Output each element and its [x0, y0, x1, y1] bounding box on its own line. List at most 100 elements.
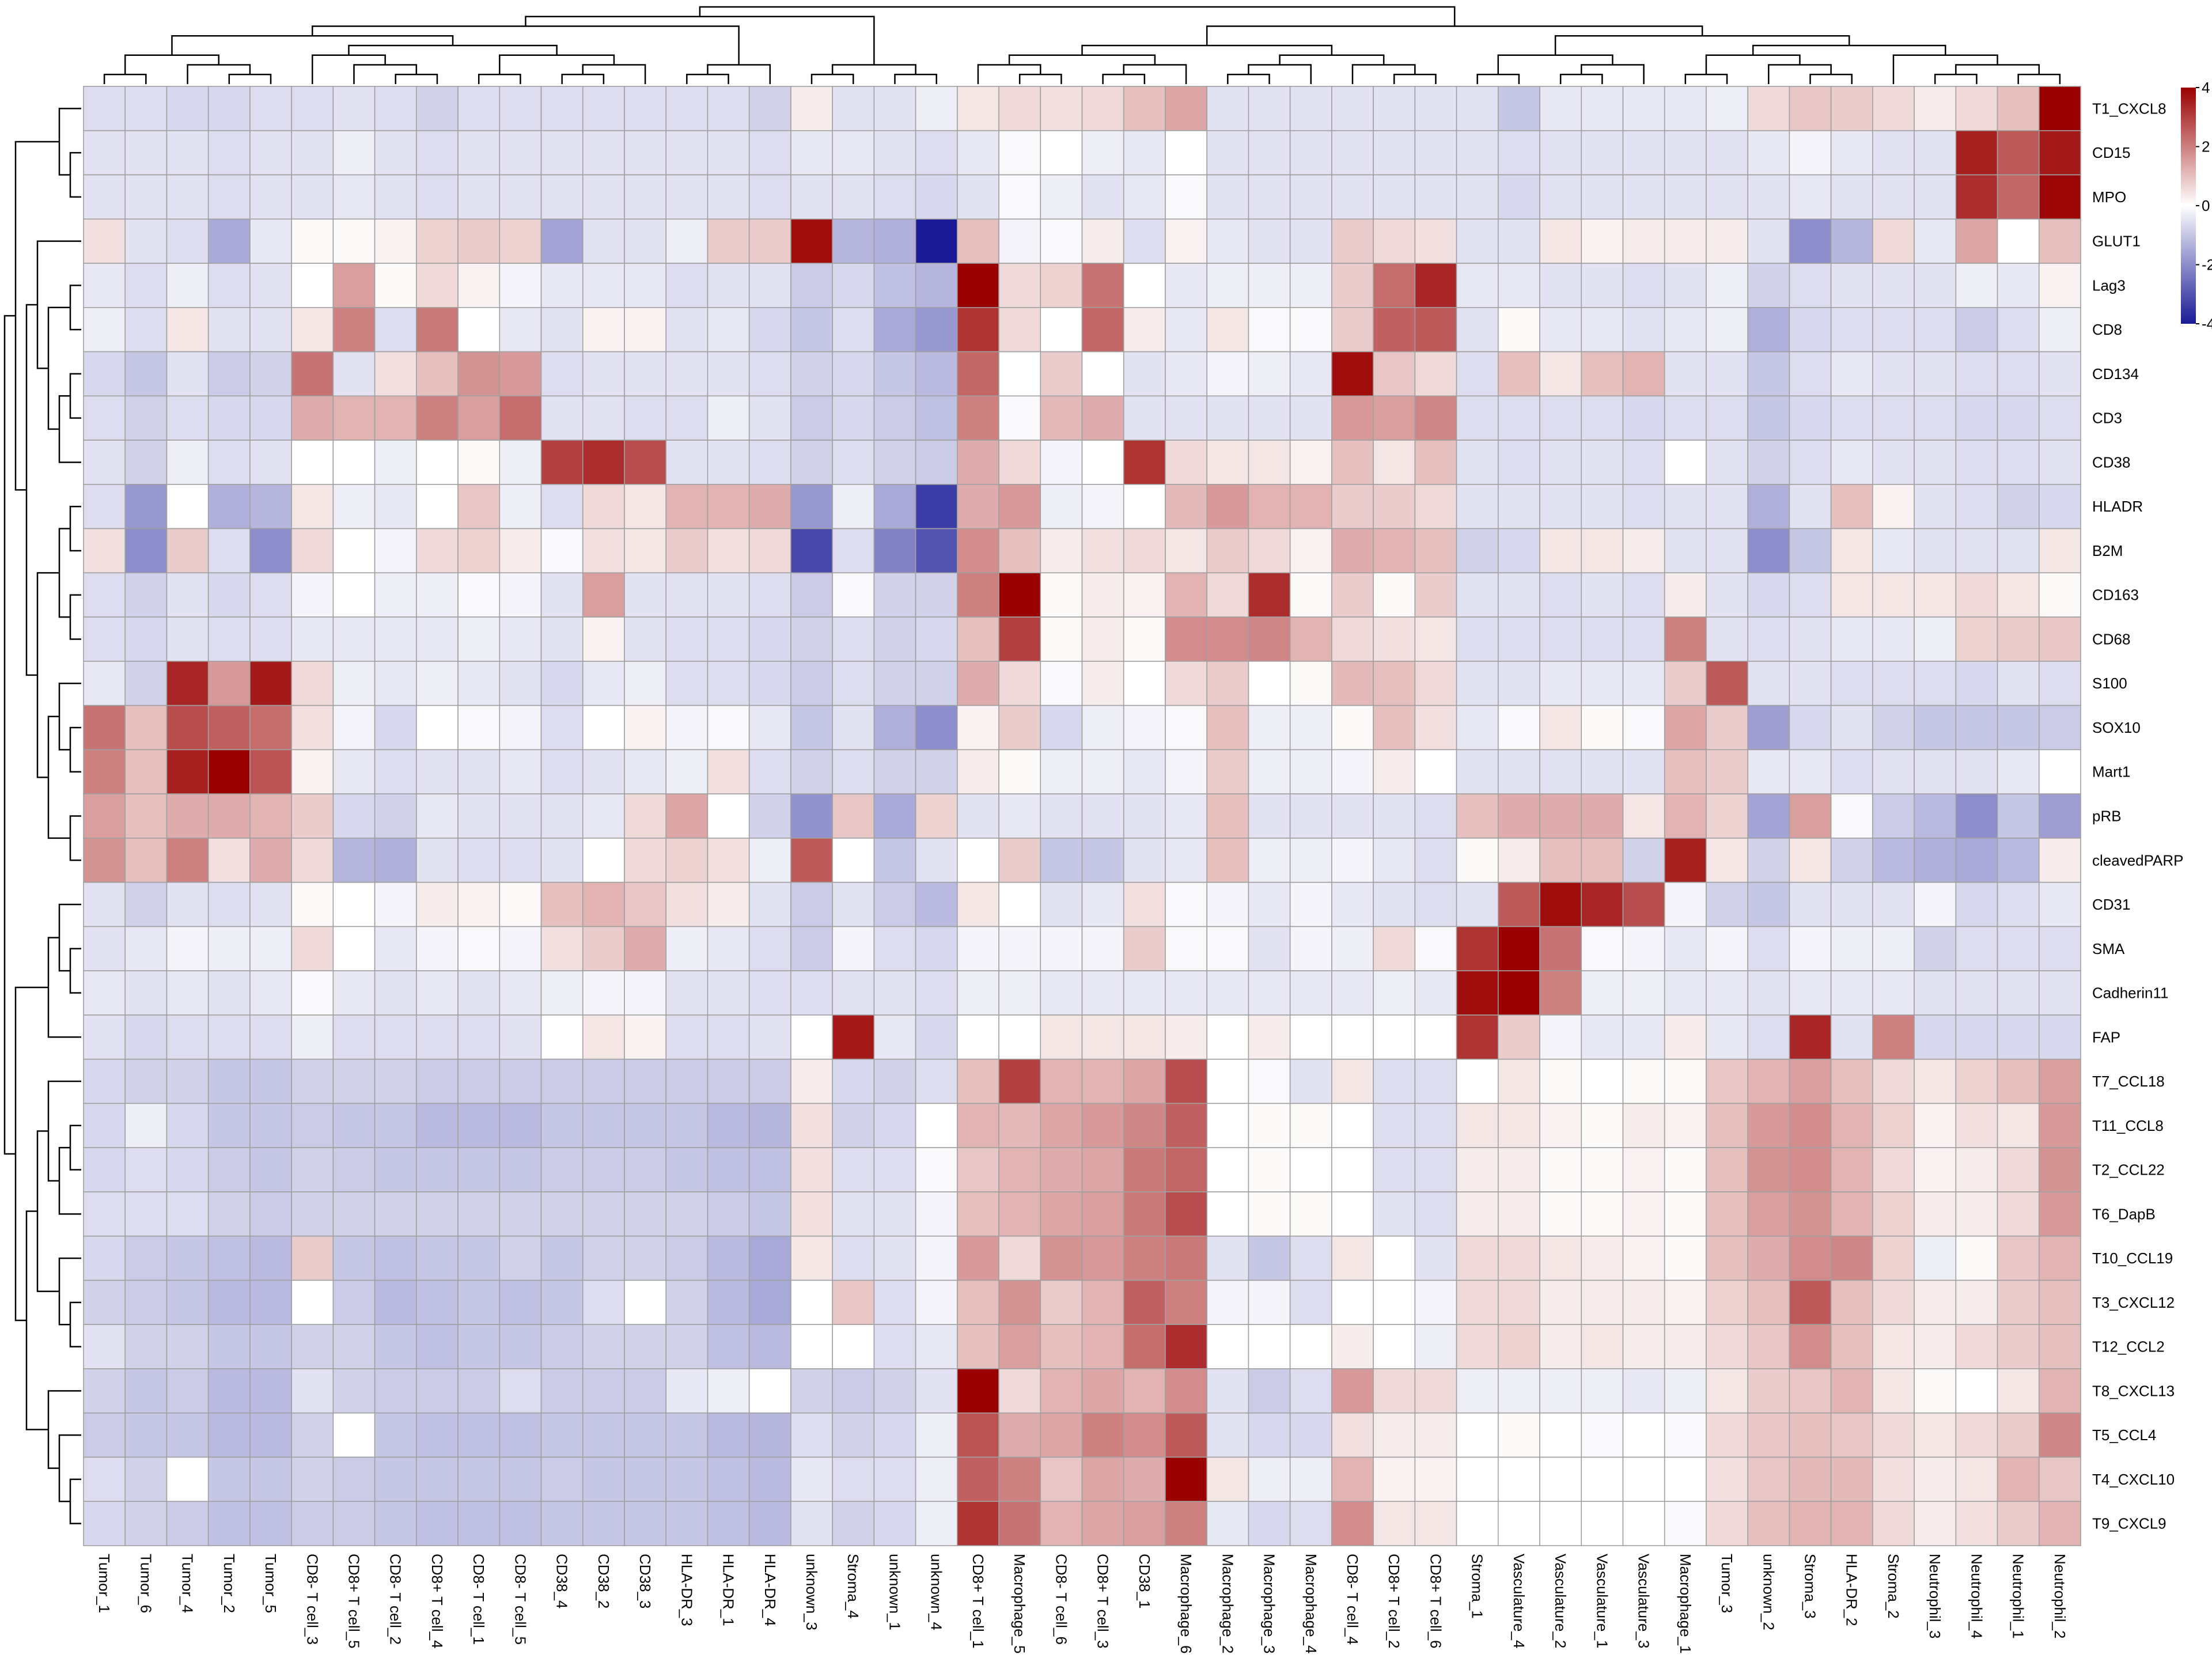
heatmap-cell: [1331, 1501, 1374, 1546]
heatmap-cell: [166, 1147, 209, 1192]
heatmap-cell: [1706, 395, 1748, 441]
heatmap-cell: [124, 1103, 168, 1148]
heatmap-cell: [1040, 749, 1083, 794]
heatmap-cell: [374, 130, 417, 176]
heatmap-cell: [1830, 86, 1873, 131]
column-dendrogram-branch: [894, 74, 937, 84]
heatmap-cell: [1497, 881, 1540, 927]
heatmap-cell: [1497, 793, 1540, 839]
heatmap-cell: [457, 440, 501, 485]
heatmap-cell: [624, 306, 667, 353]
heatmap-cell: [1747, 1235, 1790, 1281]
heatmap-cell: [1789, 838, 1832, 883]
column-dendrogram-branch: [1476, 74, 1520, 84]
heatmap-cell: [1955, 528, 1998, 574]
column-dendrogram-branch: [831, 64, 916, 75]
column-dendrogram-branch: [1227, 74, 1270, 84]
heatmap-cell: [1955, 1279, 1998, 1326]
heatmap-cell: [624, 572, 667, 618]
heatmap-cell: [1830, 484, 1873, 529]
heatmap-cell: [873, 263, 916, 308]
heatmap-cell: [2038, 306, 2081, 353]
heatmap-cell: [707, 1456, 750, 1502]
column-label: CD8- T cell_5: [512, 1554, 529, 1645]
heatmap-cell: [1955, 1147, 1998, 1192]
heatmap-cell: [832, 616, 875, 662]
heatmap-cell: [416, 881, 459, 927]
heatmap-cell: [998, 1147, 1041, 1192]
heatmap-cell: [374, 528, 417, 574]
heatmap-cell: [707, 1324, 750, 1369]
heatmap-cell: [124, 1235, 168, 1281]
heatmap-cell: [374, 1103, 417, 1148]
heatmap-cell: [665, 1147, 709, 1192]
heatmap-cell: [291, 484, 334, 529]
heatmap-cell: [457, 395, 501, 441]
heatmap-cell: [1081, 1368, 1124, 1414]
row-label: T6_DapB: [2092, 1205, 2156, 1222]
heatmap-cell: [1747, 1279, 1790, 1326]
heatmap-cell: [291, 306, 334, 353]
heatmap-cell: [1914, 1501, 1957, 1546]
heatmap-cell: [332, 1279, 376, 1326]
heatmap-cell: [1789, 1103, 1832, 1148]
heatmap-cell: [1539, 174, 1582, 220]
heatmap-cell: [748, 1147, 791, 1192]
heatmap-cell: [1289, 86, 1332, 131]
heatmap-cell: [1248, 130, 1291, 176]
heatmap-cell: [1497, 1014, 1540, 1060]
heatmap-cell: [915, 926, 958, 971]
heatmap-cell: [957, 1456, 999, 1502]
column-dendrogram-branch: [1809, 74, 1853, 84]
heatmap-cell: [624, 838, 667, 883]
heatmap-cell: [2038, 1058, 2081, 1104]
heatmap-cell: [1664, 528, 1707, 574]
heatmap-cell: [291, 572, 334, 618]
heatmap-cell: [1747, 1103, 1790, 1148]
heatmap-cell: [1747, 572, 1790, 618]
heatmap-cell: [1581, 1279, 1624, 1326]
heatmap-cell: [1914, 926, 1957, 971]
heatmap-cell: [1914, 881, 1957, 927]
heatmap-cell: [1830, 1501, 1873, 1546]
heatmap-cell: [748, 174, 791, 220]
heatmap-cell: [748, 749, 791, 794]
heatmap-cell: [915, 572, 958, 618]
heatmap-cell: [1456, 528, 1499, 574]
heatmap-cell: [665, 1456, 709, 1502]
heatmap-cell: [1289, 1279, 1332, 1326]
row-label: CD134: [2092, 365, 2139, 383]
heatmap-cell: [1456, 306, 1499, 353]
heatmap-cell: [1456, 838, 1499, 883]
heatmap-cell: [457, 218, 501, 264]
heatmap-cell: [1289, 1368, 1332, 1414]
heatmap-cell: [83, 970, 126, 1016]
heatmap-cell: [1664, 705, 1707, 751]
heatmap-cell: [957, 1147, 999, 1192]
heatmap-cell: [457, 306, 501, 353]
heatmap-cell: [374, 86, 417, 131]
heatmap-cell: [1497, 616, 1540, 662]
heatmap-cell: [1123, 86, 1166, 131]
heatmap-cell: [1414, 395, 1457, 441]
heatmap-cell: [1872, 1279, 1915, 1326]
heatmap-cell: [1373, 1103, 1416, 1148]
heatmap-cell: [1081, 1412, 1124, 1458]
column-label: HLA-DR_3: [678, 1554, 695, 1626]
heatmap-cell: [748, 1501, 791, 1546]
row-label: T3_CXCL12: [2092, 1294, 2175, 1311]
heatmap-cell: [1497, 705, 1540, 751]
row-dendrogram-branch: [69, 726, 81, 773]
heatmap-cell: [998, 572, 1041, 618]
heatmap-cell: [1040, 1368, 1083, 1414]
column-label: Macrophage_1: [1677, 1554, 1694, 1653]
heatmap-cell: [1747, 881, 1790, 927]
heatmap-cell: [416, 263, 459, 308]
heatmap-cell: [291, 1368, 334, 1414]
heatmap-cell: [790, 1279, 833, 1326]
row-label: B2M: [2092, 542, 2123, 559]
heatmap-cell: [374, 572, 417, 618]
heatmap-cell: [1248, 1147, 1291, 1192]
heatmap-cell: [1830, 616, 1873, 662]
heatmap-cell: [748, 1235, 791, 1281]
